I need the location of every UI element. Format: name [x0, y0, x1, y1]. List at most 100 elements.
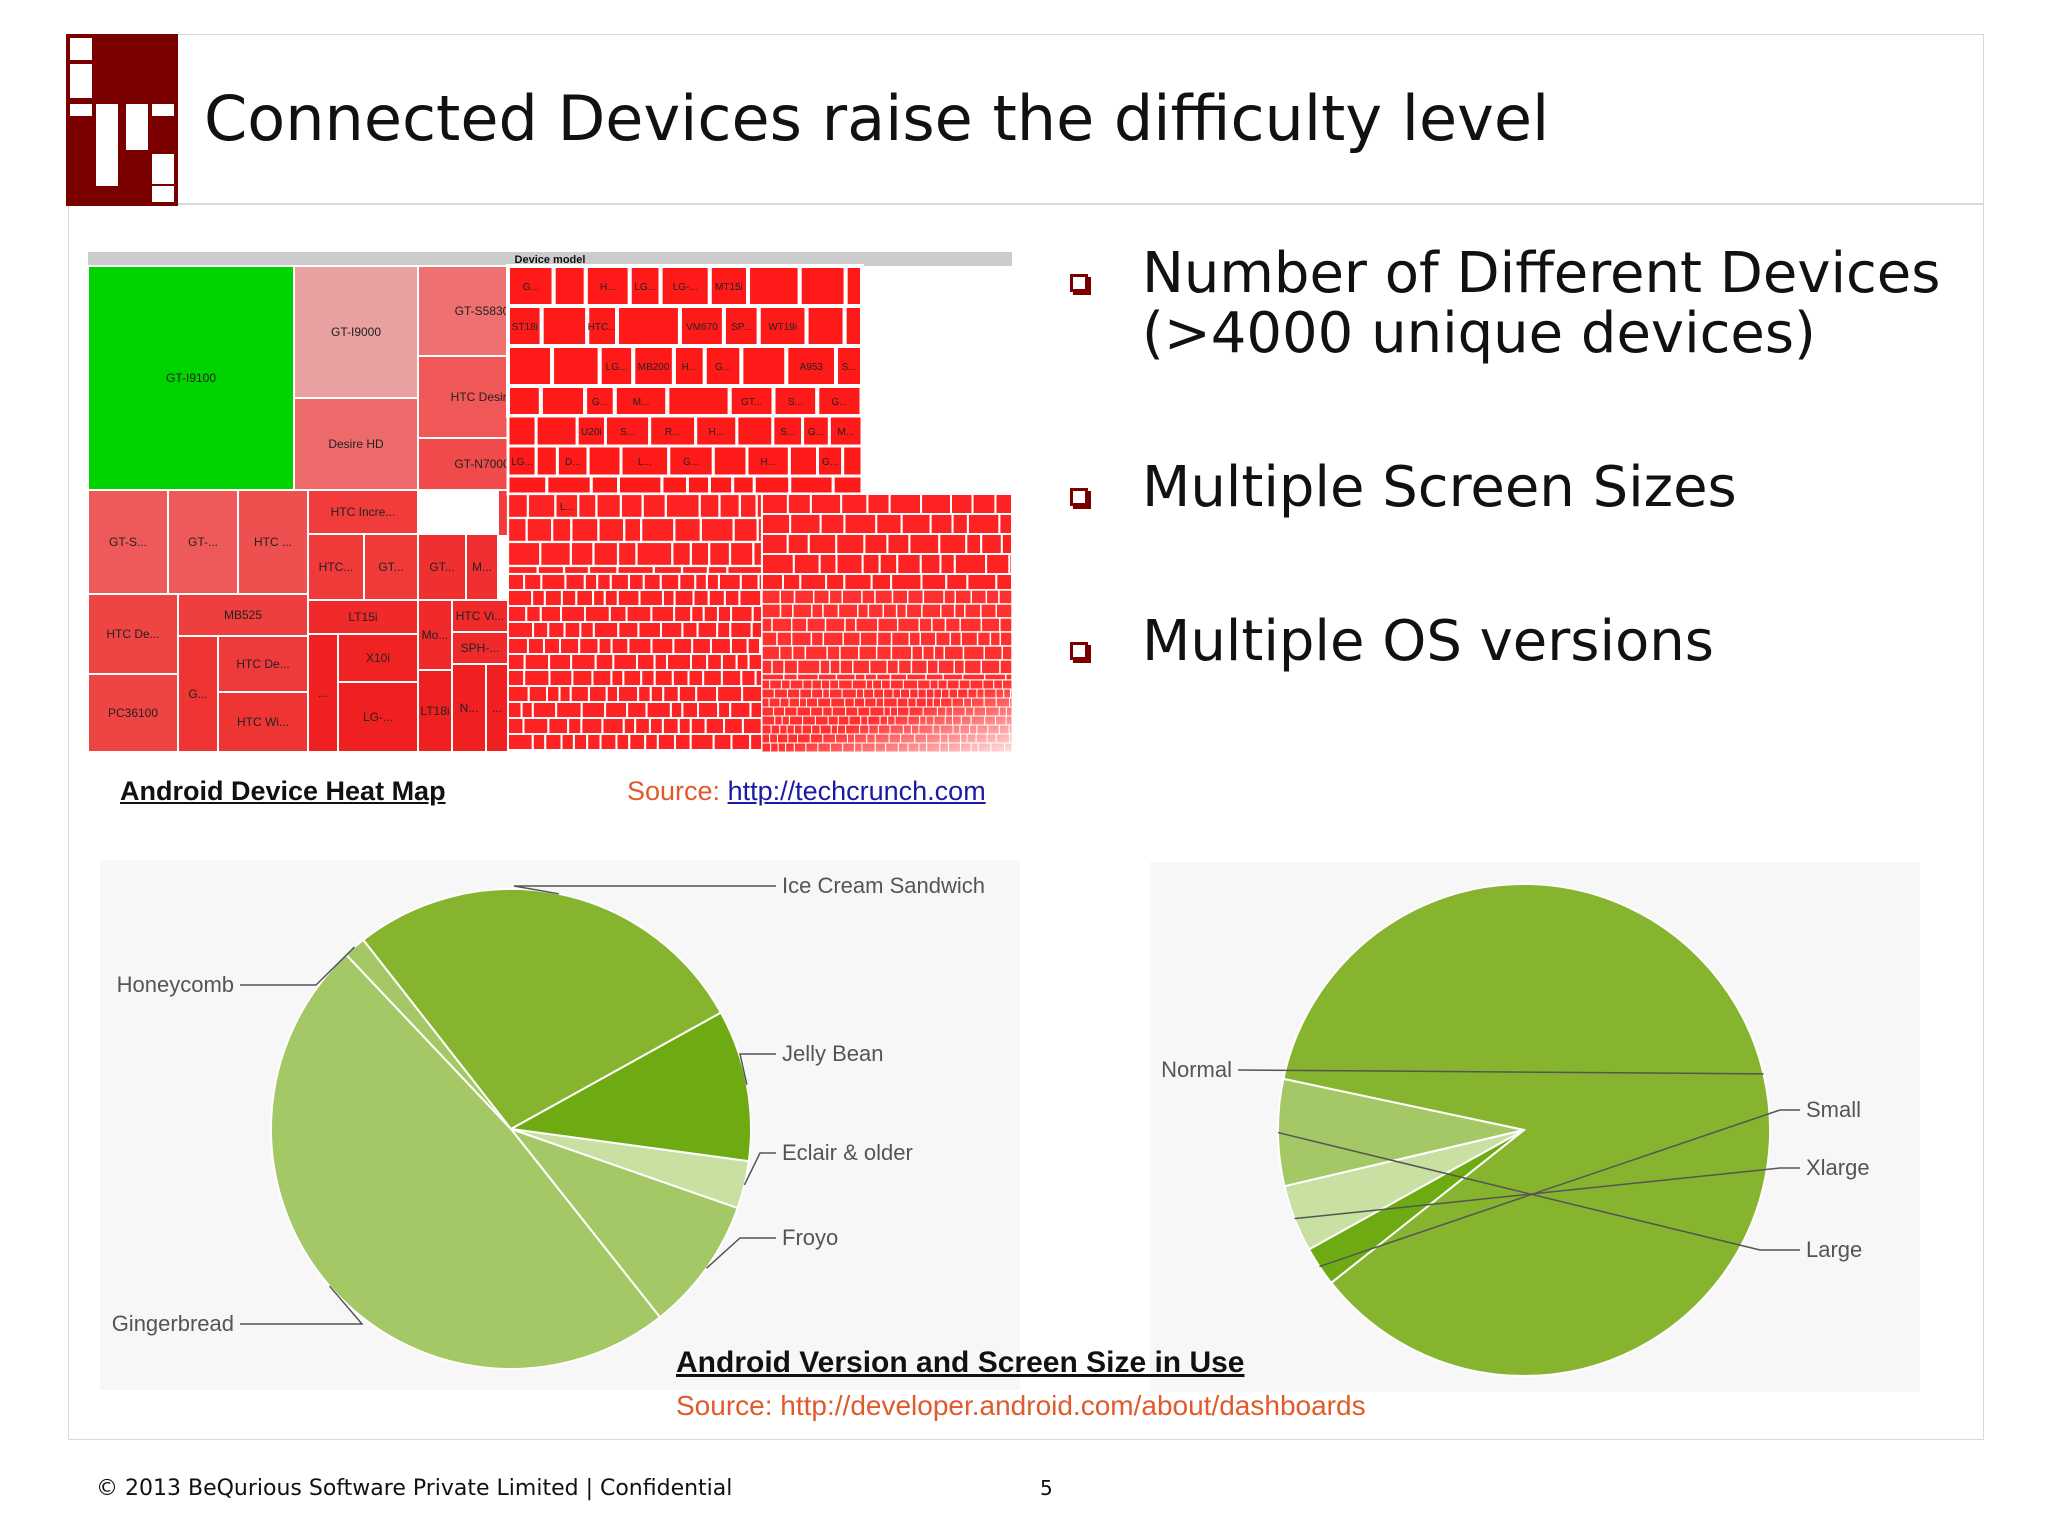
treemap-cell-label: G... [188, 687, 207, 701]
treemap-cell [628, 733, 647, 751]
treemap-cell [861, 553, 881, 575]
treemap-cell [876, 631, 893, 647]
treemap-cell [681, 621, 699, 639]
treemap-cell [522, 717, 550, 735]
chart-caption: Android Version and Screen Size in Use [676, 1346, 1245, 1379]
treemap-cell [617, 621, 640, 639]
treemap-cell [691, 637, 712, 655]
treemap-cell [601, 717, 625, 735]
bullet-item: Multiple OS versions [1066, 612, 1966, 672]
treemap-cell [882, 603, 898, 619]
treemap-cell [761, 589, 781, 605]
treemap-cell-label: G... [683, 457, 699, 468]
treemap-cell [417, 669, 453, 752]
bullet-box-icon [1070, 642, 1088, 660]
treemap-cell [563, 621, 582, 639]
treemap-cell-label: L... [560, 502, 574, 513]
treemap-cell [506, 492, 530, 520]
treemap-cell [729, 637, 749, 655]
treemap-cell-label: HTC Vi... [456, 609, 504, 623]
treemap-cell-label: S... [842, 362, 857, 373]
techcrunch-link[interactable]: http://techcrunch.com [727, 776, 986, 806]
treemap-cell [863, 533, 889, 555]
slide-frame [68, 34, 1984, 1440]
treemap-cell [870, 573, 893, 591]
treemap-cell [507, 637, 529, 655]
treemap-cell [761, 533, 789, 555]
treemap-cell-label: M... [633, 397, 650, 408]
treemap-cell [983, 645, 1003, 661]
pie-slice-froyo [508, 1126, 739, 1319]
treemap-cell [564, 573, 586, 591]
treemap-cell [687, 669, 705, 687]
treemap-cell [571, 669, 594, 687]
treemap-cell [877, 617, 899, 633]
treemap-cell [656, 733, 677, 751]
treemap-cell [776, 631, 793, 647]
treemap-cell [548, 653, 573, 671]
treemap-cell [891, 589, 909, 605]
treemap-cell [720, 669, 743, 687]
treemap-cell [660, 621, 684, 639]
treemap-cell [857, 603, 870, 619]
treemap-cell [520, 701, 534, 719]
page-number: 5 [1040, 1476, 1053, 1500]
treemap-cell [671, 669, 690, 687]
treemap-cell [801, 414, 831, 448]
treemap-cell [551, 264, 588, 308]
treemap-cell [580, 717, 604, 735]
treemap-cell [953, 603, 966, 619]
treemap-cell [506, 516, 528, 544]
treemap-cell [507, 589, 534, 607]
treemap-cell [842, 304, 864, 348]
treemap-cell [507, 573, 526, 591]
treemap-cell [587, 685, 608, 703]
pie-slice-jelly-bean [507, 1011, 752, 1163]
treemap-cell [669, 701, 684, 719]
treemap-cell [625, 605, 653, 623]
treemap-cell-label: LG... [606, 362, 628, 373]
treemap-cell [918, 617, 933, 633]
treemap-cell [605, 685, 620, 703]
treemap-cell [525, 605, 542, 623]
treemap-cell [970, 589, 988, 605]
treemap-cell [673, 589, 695, 607]
pie-leader-line [1237, 1069, 1764, 1075]
heatmap-caption: Android Device Heat Map [120, 776, 446, 806]
treemap-cell [363, 533, 419, 601]
pie-leader-line [1294, 1167, 1800, 1220]
treemap-cell-label: LG-... [363, 710, 393, 724]
treemap-cell-label: GT-... [188, 535, 218, 549]
treemap-cell [690, 605, 705, 623]
treemap-cell [919, 553, 942, 575]
treemap-cell [931, 617, 947, 633]
treemap-cell [752, 540, 764, 568]
treemap-cell [897, 659, 913, 675]
treemap-cell [619, 492, 644, 520]
treemap-cell-label: VM670 [686, 322, 718, 333]
pie-leader-line [240, 1285, 364, 1325]
treemap-cell [594, 653, 615, 671]
treemap-cell [523, 669, 551, 687]
bullet-item: Number of Different Devices (>4000 uniqu… [1066, 244, 1966, 364]
treemap-cell [819, 659, 831, 675]
treemap-cell [674, 733, 692, 751]
treemap-cell-label: GT-N7000 [454, 457, 510, 471]
treemap-cell [731, 474, 756, 496]
treemap-cell [854, 673, 866, 681]
treemap-cell [995, 603, 1012, 619]
treemap-cell [579, 621, 595, 639]
treemap-cell [980, 659, 1001, 675]
treemap-cell [642, 573, 662, 591]
treemap-cell [697, 701, 720, 719]
treemap-cell-label: MT15i [715, 282, 743, 293]
treemap-cell-label: M... [837, 427, 854, 438]
treemap-cell [818, 553, 838, 575]
treemap-cell [985, 553, 1011, 575]
treemap-cell [761, 673, 785, 681]
treemap-cell [534, 444, 559, 478]
treemap-cell [761, 659, 773, 675]
treemap-cell [678, 573, 697, 591]
device-heat-map: Device model GT-I9100 GT-I9000 GT-S5830 HTC … [88, 252, 1012, 752]
treemap-cell [307, 489, 419, 535]
